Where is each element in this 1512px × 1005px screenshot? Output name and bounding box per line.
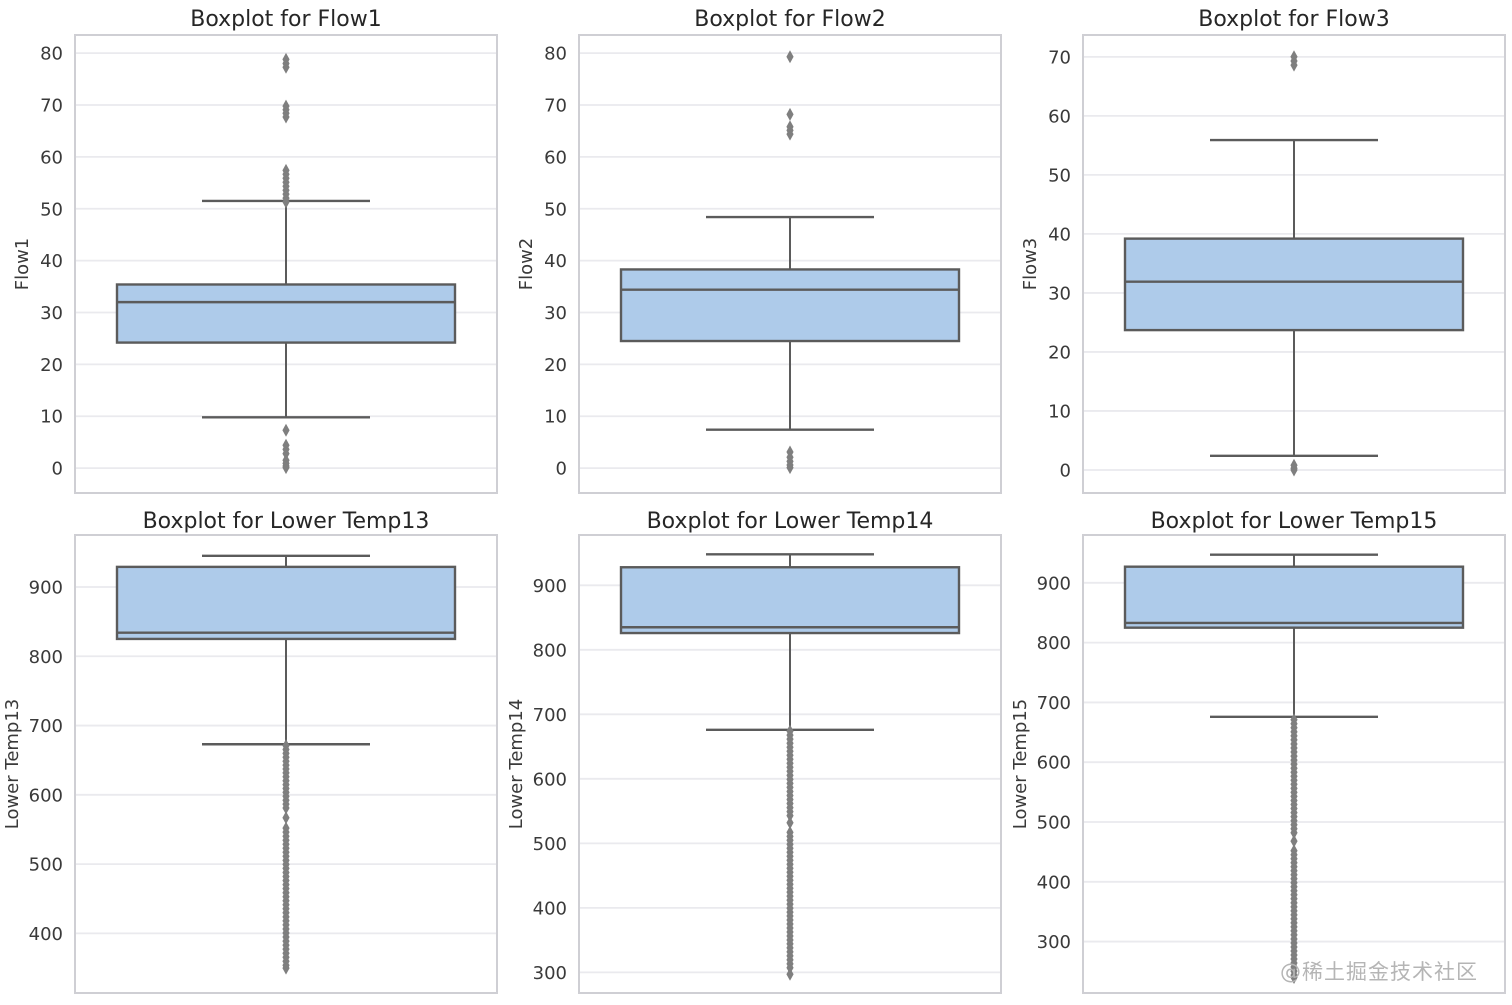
svg-text:60: 60 [1048,106,1071,127]
svg-text:400: 400 [29,924,63,945]
svg-text:Lower Temp14: Lower Temp14 [506,699,527,830]
svg-text:Boxplot for Flow1: Boxplot for Flow1 [190,7,382,32]
svg-text:30: 30 [40,303,63,324]
boxplot-flow1-canvas: 0 10 20 30 40 50 60 70 80 Boxplot for Flow1 Flow1 [12,7,498,494]
svg-text:20: 20 [40,355,63,376]
svg-text:60: 60 [40,147,63,168]
svg-text:40: 40 [40,251,63,272]
svg-text:400: 400 [1037,872,1071,893]
svg-text:800: 800 [29,647,63,668]
svg-text:0: 0 [556,459,567,480]
subplot-lower-temp13: 400 500 600 700 800 900 Boxplot for Lower Temp… [0,497,504,1005]
svg-text:Boxplot for Flow3: Boxplot for Flow3 [1198,7,1390,32]
svg-text:50: 50 [544,199,567,220]
svg-text:600: 600 [1037,753,1071,774]
svg-text:500: 500 [29,855,63,876]
svg-text:800: 800 [533,640,567,661]
boxplot-lower-temp13-canvas: 400 500 600 700 800 900 Boxplot for Lower Temp… [2,509,498,994]
svg-text:900: 900 [533,576,567,597]
svg-text:Lower Temp15: Lower Temp15 [1010,699,1031,830]
svg-text:600: 600 [29,785,63,806]
svg-text:600: 600 [533,769,567,790]
svg-text:700: 700 [1037,693,1071,714]
svg-text:Boxplot for Lower Temp13: Boxplot for Lower Temp13 [143,509,430,534]
svg-text:700: 700 [533,705,567,726]
svg-text:0: 0 [1060,460,1071,481]
boxplot-lower-temp15-canvas: 300 400 500 600 700 800 900 Boxplot for Lower T… [1010,509,1506,994]
svg-text:70: 70 [1048,47,1071,68]
boxplot-flow2-canvas: 0 10 20 30 40 50 60 70 80 Boxplot for Flow2 Flow2 [516,7,1002,494]
svg-text:30: 30 [544,303,567,324]
svg-text:900: 900 [29,577,63,598]
svg-text:900: 900 [1037,573,1071,594]
svg-text:50: 50 [1048,165,1071,186]
svg-text:80: 80 [40,44,63,65]
svg-text:800: 800 [1037,633,1071,654]
svg-text:10: 10 [40,407,63,428]
svg-text:Boxplot for Lower Temp15: Boxplot for Lower Temp15 [1151,509,1438,534]
svg-text:20: 20 [1048,342,1071,363]
svg-text:60: 60 [544,147,567,168]
subplot-flow2: 0 10 20 30 40 50 60 70 80 Boxplot for Flow2 Flow2 [504,0,1008,497]
boxplot-lower-temp14-canvas: 300 400 500 600 700 800 900 Boxplot for Lower T… [506,509,1002,994]
svg-text:30: 30 [1048,283,1071,304]
subplot-flow3: 0 10 20 30 40 50 60 70 Boxplot for Flow3 Flow3 [1008,0,1512,497]
subplot-flow1: 0 10 20 30 40 50 60 70 80 Boxplot for Flow1 Flow1 [0,0,504,497]
svg-text:70: 70 [40,96,63,117]
svg-text:10: 10 [1048,401,1071,422]
svg-text:Flow3: Flow3 [1020,238,1041,291]
svg-text:70: 70 [544,96,567,117]
svg-text:10: 10 [544,407,567,428]
svg-text:Lower Temp13: Lower Temp13 [2,699,23,830]
svg-text:400: 400 [533,898,567,919]
subplot-lower-temp14: 300 400 500 600 700 800 900 Boxplot for Lower T… [504,497,1008,1005]
svg-text:700: 700 [29,716,63,737]
svg-text:Boxplot for Lower Temp14: Boxplot for Lower Temp14 [647,509,934,534]
svg-text:500: 500 [533,834,567,855]
svg-text:300: 300 [533,963,567,984]
svg-text:80: 80 [544,44,567,65]
svg-text:500: 500 [1037,812,1071,833]
svg-text:300: 300 [1037,932,1071,953]
svg-text:Flow2: Flow2 [516,238,537,291]
svg-text:0: 0 [52,459,63,480]
subplot-lower-temp15: 300 400 500 600 700 800 900 Boxplot for Lower T… [1008,497,1512,1005]
boxplot-flow3-canvas: 0 10 20 30 40 50 60 70 Boxplot for Flow3 Flow3 [1020,7,1506,494]
svg-text:Flow1: Flow1 [12,238,33,291]
svg-text:20: 20 [544,355,567,376]
svg-text:50: 50 [40,199,63,220]
svg-text:40: 40 [544,251,567,272]
svg-text:40: 40 [1048,224,1071,245]
svg-text:Boxplot for Flow2: Boxplot for Flow2 [694,7,886,32]
